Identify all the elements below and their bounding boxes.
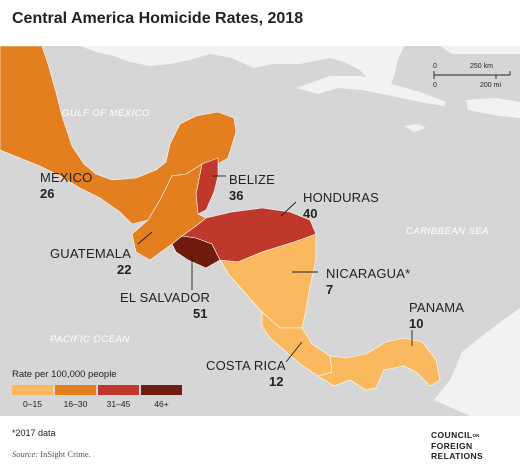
logo-line-council: COUNCIL <box>431 430 473 440</box>
choropleth-map: GULF OF MEXICO CARIBBEAN SEA PACIFIC OCE… <box>0 46 520 416</box>
legend-label-31-45: 31–45 <box>106 399 131 409</box>
label-el-salvador-name: EL SALVADOR <box>120 290 210 305</box>
label-panama-name: PANAMA <box>409 300 464 315</box>
colombia-land <box>434 308 520 416</box>
logo-line-on: ON <box>472 432 480 438</box>
legend-swatch-46-plus <box>141 385 182 395</box>
label-el-salvador-rate: 51 <box>193 306 207 321</box>
label-costa-rica-name: COSTA RICA <box>206 358 286 373</box>
country-panama[interactable] <box>317 337 441 391</box>
label-nicaragua-rate: 7 <box>326 282 333 297</box>
legend-label-46-plus: 46+ <box>154 399 169 409</box>
scale-zero-top: 0 <box>433 63 437 70</box>
usa-land <box>80 46 520 94</box>
sea-label-gulf-of-mexico: GULF OF MEXICO <box>62 108 150 119</box>
source-text: InSight Crime. <box>40 449 91 459</box>
cfr-logo: COUNCILON FOREIGN RELATIONS <box>431 430 511 461</box>
scale-km-label: 250 km <box>470 63 493 70</box>
label-honduras-name: HONDURAS <box>303 190 379 205</box>
scale-zero-bottom: 0 <box>433 82 437 89</box>
label-mexico-name: MEXICO <box>40 170 92 185</box>
legend-title: Rate per 100,000 people <box>12 369 117 380</box>
country-mexico[interactable] <box>0 46 237 225</box>
map-title: Central America Homicide Rates, 2018 <box>12 10 304 27</box>
label-honduras-rate: 40 <box>303 206 317 221</box>
sea-label-pacific-ocean: PACIFIC OCEAN <box>50 334 130 345</box>
legend-label-16-30: 16–30 <box>63 399 88 409</box>
legend-label-0-15: 0–15 <box>23 399 42 409</box>
label-panama-rate: 10 <box>409 316 423 331</box>
legend-item-31-45: 31–45 <box>98 385 139 409</box>
cuba-land <box>296 76 446 106</box>
label-costa-rica-rate: 12 <box>269 374 283 389</box>
footnote: *2017 data <box>12 428 56 438</box>
label-mexico-rate: 26 <box>40 186 54 201</box>
country-nicaragua[interactable] <box>219 233 317 329</box>
jamaica-land <box>404 124 426 132</box>
sea-label-caribbean-sea: CARIBBEAN SEA <box>406 226 489 237</box>
legend-item-16-30: 16–30 <box>55 385 96 409</box>
scale-mi-label: 200 mi <box>480 82 501 89</box>
logo-line-relations: RELATIONS <box>431 450 484 461</box>
legend-swatch-31-45 <box>98 385 139 395</box>
leader-line-honduras <box>280 201 297 217</box>
legend-swatch-16-30 <box>55 385 96 395</box>
label-guatemala-name: GUATEMALA <box>50 246 131 261</box>
leader-line-costa-rica <box>285 341 303 363</box>
source-note: Source: InSight Crime. <box>12 449 91 459</box>
logo-line-foreign: FOREIGN <box>431 440 473 451</box>
hispaniola-land <box>466 98 520 118</box>
legend-item-0-15: 0–15 <box>12 385 53 409</box>
leader-line-guatemala <box>137 231 153 245</box>
label-belize-name: BELIZE <box>229 172 275 187</box>
scale-bar: 0 250 km 0 200 mi <box>433 63 511 89</box>
label-guatemala-rate: 22 <box>117 262 131 277</box>
legend-swatches: 0–15 16–30 31–45 46+ <box>12 385 184 409</box>
legend-swatch-0-15 <box>12 385 53 395</box>
source-label: Source: <box>12 449 39 459</box>
legend: Rate per 100,000 people 0–15 16–30 31–45… <box>12 369 184 409</box>
legend-item-46-plus: 46+ <box>141 385 182 409</box>
label-belize-rate: 36 <box>229 188 243 203</box>
label-nicaragua-name: NICARAGUA* <box>326 266 410 281</box>
